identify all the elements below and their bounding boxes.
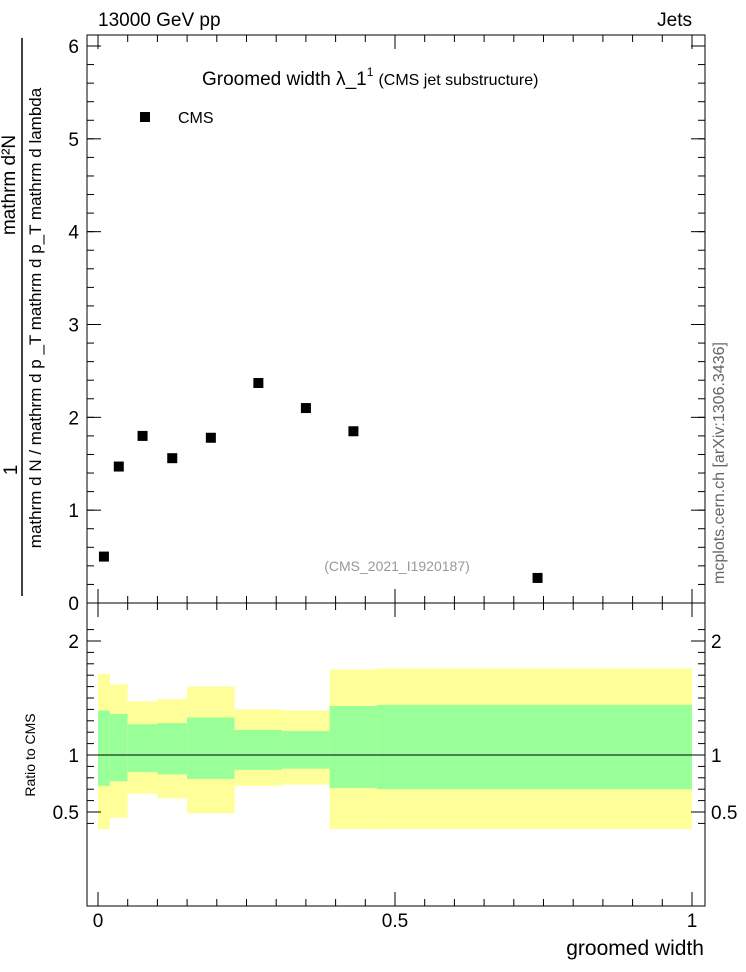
title-main: Groomed width λ_1	[202, 69, 367, 90]
data-point	[348, 426, 359, 437]
data-point	[532, 572, 543, 583]
ratio-plot	[86, 602, 706, 907]
green-band	[127, 724, 158, 773]
main-ticks: 0 1 2 3 4 5 6	[68, 35, 705, 615]
data-point	[167, 453, 178, 464]
data-point	[253, 377, 264, 388]
legend: CMS	[140, 110, 214, 127]
legend-label: CMS	[178, 110, 214, 127]
ratio-y-tick-label: 0.5	[53, 803, 79, 824]
ylabel-top: mathrm d²N	[0, 135, 20, 235]
data-point	[113, 461, 124, 472]
header-right: Jets	[657, 10, 692, 31]
data-point	[205, 432, 216, 443]
ratio-y-tick-label-right: 1	[711, 746, 722, 767]
ratio-ylabel: Ratio to CMS	[22, 713, 38, 796]
green-band	[329, 705, 378, 789]
green-band	[109, 713, 128, 782]
title-sup: 1	[367, 65, 374, 79]
y-tick-label: 1	[68, 501, 79, 522]
ylabel-numerator: 1	[1, 465, 22, 476]
svg-text:Groomed width λ_11(CMS jet su: Groomed width λ_11 (CMS jet substructure)	[202, 65, 538, 90]
ratio-y-tick-label-right: 2	[711, 632, 722, 653]
x-tick-label: 0.5	[382, 911, 408, 932]
ratio-bands	[98, 668, 692, 830]
ratio-ticks: 0.5 0.5 1 1 2 2 0 0.5 1	[53, 603, 737, 932]
y-tick-label: 6	[68, 37, 79, 58]
y-tick-label: 2	[68, 408, 79, 429]
main-ylabel: 1 mathrm d²N mathrm d N / mathrm d p _T …	[0, 38, 45, 596]
ratio-y-tick-label: 1	[68, 746, 79, 767]
side-source-label: mcplots.cern.ch [arXiv:1306.3436]	[711, 342, 728, 584]
y-tick-label: 0	[68, 594, 79, 615]
main-points	[98, 377, 543, 583]
data-point	[98, 551, 109, 562]
y-tick-label: 4	[68, 223, 79, 244]
plot-title: Groomed width λ_11 (CMS jet substructure)	[202, 65, 538, 90]
title-sub: (CMS jet substructure)	[378, 72, 538, 89]
x-tick-label: 0	[93, 911, 104, 932]
analysis-watermark: (CMS_2021_I1920187)	[324, 558, 470, 574]
green-band	[98, 710, 110, 786]
green-band	[282, 731, 330, 769]
x-axis-label: groomed width	[566, 937, 704, 960]
green-band	[157, 723, 188, 775]
ratio-y-tick-label-right: 0.5	[711, 803, 737, 824]
data-point	[137, 430, 148, 441]
data-point	[300, 403, 311, 414]
y-tick-label: 3	[68, 316, 79, 337]
legend-marker	[140, 112, 150, 122]
ratio-y-tick-label: 2	[68, 632, 79, 653]
x-tick-label: 1	[687, 911, 698, 932]
ylabel-denominator: mathrm d N / mathrm d p _T mathrm d p_T …	[26, 87, 45, 548]
green-band	[377, 704, 692, 790]
y-tick-label: 5	[68, 130, 79, 151]
green-band	[234, 729, 283, 770]
green-band	[187, 717, 235, 779]
header-left: 13000 GeV pp	[98, 10, 221, 31]
